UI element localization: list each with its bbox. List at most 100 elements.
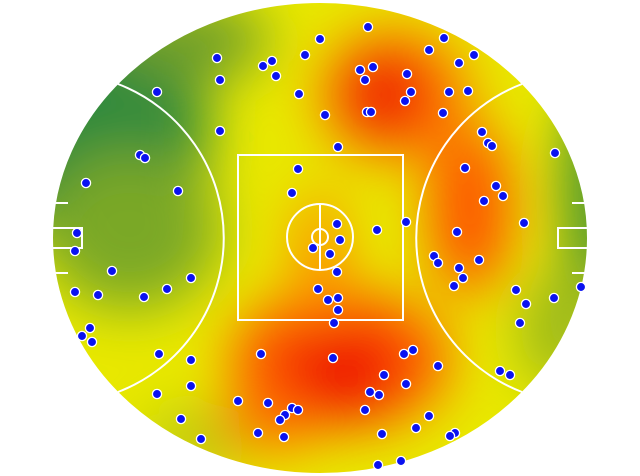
point [476, 126, 488, 138]
point [255, 348, 267, 360]
point [76, 330, 88, 342]
point [410, 422, 422, 434]
point [151, 388, 163, 400]
point [407, 344, 419, 356]
point [232, 395, 244, 407]
point [292, 163, 304, 175]
point [437, 107, 449, 119]
point [423, 410, 435, 422]
point [69, 286, 81, 298]
point [332, 304, 344, 316]
point [151, 86, 163, 98]
point [185, 354, 197, 366]
point [86, 336, 98, 348]
point [400, 378, 412, 390]
point [459, 162, 471, 174]
point [372, 459, 384, 471]
point [373, 389, 385, 401]
point [405, 86, 417, 98]
point [453, 57, 465, 69]
point [504, 369, 516, 381]
point [478, 195, 490, 207]
point [423, 44, 435, 56]
point [376, 428, 388, 440]
point [490, 180, 502, 192]
point [319, 109, 331, 121]
point [399, 95, 411, 107]
point [367, 61, 379, 73]
point [371, 224, 383, 236]
point [359, 404, 371, 416]
point [497, 190, 509, 202]
point [84, 322, 96, 334]
point [214, 125, 226, 137]
point [71, 227, 83, 239]
point [322, 294, 334, 306]
point [175, 413, 187, 425]
point [195, 433, 207, 445]
point [292, 404, 304, 416]
point [362, 21, 374, 33]
point [443, 86, 455, 98]
point [274, 414, 286, 426]
point [80, 177, 92, 189]
point [328, 317, 340, 329]
point [400, 216, 412, 228]
point [106, 265, 118, 277]
point [286, 187, 298, 199]
field-lines [51, 1, 589, 475]
point [270, 70, 282, 82]
point [359, 74, 371, 86]
point [453, 262, 465, 274]
point [438, 32, 450, 44]
point [548, 292, 560, 304]
point [334, 234, 346, 246]
point [314, 33, 326, 45]
point [153, 348, 165, 360]
point [252, 427, 264, 439]
point [69, 245, 81, 257]
point [262, 397, 274, 409]
point [401, 68, 413, 80]
point [486, 140, 498, 152]
point [354, 64, 366, 76]
point [299, 49, 311, 61]
point [327, 352, 339, 364]
point [451, 226, 463, 238]
point [139, 152, 151, 164]
point [549, 147, 561, 159]
point [514, 317, 526, 329]
point [278, 431, 290, 443]
point [365, 106, 377, 118]
point [432, 360, 444, 372]
point [457, 272, 469, 284]
point [161, 283, 173, 295]
point [332, 141, 344, 153]
point [266, 55, 278, 67]
point [520, 298, 532, 310]
point [432, 257, 444, 269]
point [185, 272, 197, 284]
point [378, 369, 390, 381]
point [518, 217, 530, 229]
point [448, 280, 460, 292]
point [312, 283, 324, 295]
point [138, 291, 150, 303]
point [293, 88, 305, 100]
point [398, 348, 410, 360]
point [473, 254, 485, 266]
point [444, 430, 456, 442]
point [364, 386, 376, 398]
point [331, 218, 343, 230]
point [324, 248, 336, 260]
point [468, 49, 480, 61]
point [172, 185, 184, 197]
point [211, 52, 223, 64]
point [331, 266, 343, 278]
point [185, 380, 197, 392]
point [395, 455, 407, 467]
point [494, 365, 506, 377]
point [257, 60, 269, 72]
point [307, 242, 319, 254]
